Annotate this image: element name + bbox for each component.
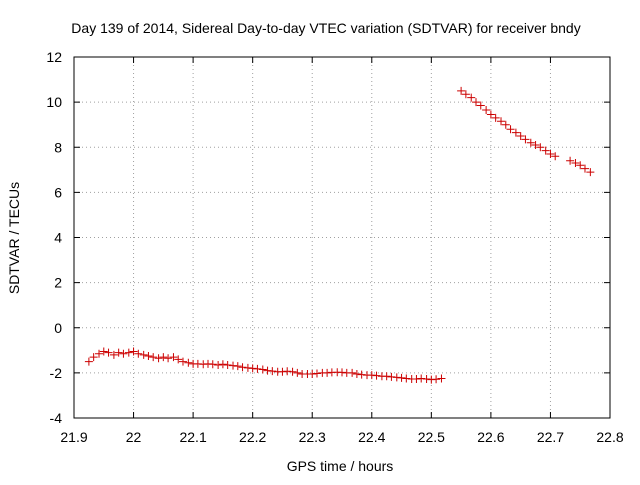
data-point <box>268 367 277 376</box>
data-point <box>149 353 158 362</box>
y-tick-label: -4 <box>50 410 63 426</box>
data-point <box>159 353 168 362</box>
axis-ticks: 21.9 22 22.1 22.2 22.3 22.4 22.5 22.6 22.7 22.8 -4… <box>46 49 623 445</box>
x-tick-label: 22.7 <box>537 429 564 445</box>
data-point <box>109 350 118 359</box>
data-point <box>169 353 178 362</box>
data-point <box>178 357 187 366</box>
y-tick-label: 6 <box>54 184 62 200</box>
data-point <box>486 110 495 119</box>
x-tick-label: 22.1 <box>179 429 206 445</box>
y-axis-label: SDTVAR / TECUs <box>6 182 22 294</box>
data-points <box>84 86 595 384</box>
data-point <box>114 348 123 357</box>
y-tick-label: 4 <box>54 230 62 246</box>
data-point <box>576 161 585 170</box>
y-tick-label: 2 <box>54 275 62 291</box>
data-point <box>119 349 128 358</box>
data-point <box>258 365 267 374</box>
data-point <box>89 353 98 362</box>
x-tick-label: 22.2 <box>239 429 266 445</box>
y-tick-label: -2 <box>50 365 63 381</box>
data-point <box>521 135 530 144</box>
data-point <box>457 86 466 95</box>
data-point <box>551 152 560 161</box>
x-tick-label: 22.5 <box>418 429 445 445</box>
data-point <box>253 364 262 373</box>
data-point <box>124 348 133 357</box>
data-point <box>580 164 589 173</box>
x-tick-label: 22 <box>126 429 142 445</box>
data-point <box>497 117 506 126</box>
data-point <box>546 150 555 159</box>
data-point <box>526 138 535 147</box>
data-point <box>238 363 247 372</box>
data-point <box>422 374 431 383</box>
x-tick-label: 21.9 <box>60 429 87 445</box>
data-point <box>288 367 297 376</box>
data-point <box>95 349 104 358</box>
data-point <box>372 371 381 380</box>
y-tick-label: 12 <box>46 49 62 65</box>
data-point <box>154 354 163 363</box>
x-tick-label: 22.3 <box>299 429 326 445</box>
data-point <box>312 369 321 378</box>
data-point <box>432 375 441 384</box>
data-point <box>84 357 93 366</box>
data-point <box>233 362 242 371</box>
data-point <box>382 372 391 381</box>
y-tick-label: 8 <box>54 139 62 155</box>
data-point <box>491 113 500 122</box>
data-point <box>472 98 480 107</box>
data-point <box>214 360 223 369</box>
data-point <box>139 350 148 359</box>
data-point <box>397 373 406 382</box>
data-point <box>541 146 550 155</box>
y-tick-label: 10 <box>46 94 62 110</box>
data-point <box>104 348 113 357</box>
x-tick-label: 22.8 <box>596 429 623 445</box>
data-point <box>352 370 361 379</box>
data-point <box>531 140 540 149</box>
data-point <box>223 360 232 369</box>
x-tick-label: 22.4 <box>358 429 385 445</box>
data-point <box>467 93 476 102</box>
grid-lines <box>74 57 610 418</box>
y-tick-label: 0 <box>54 320 62 336</box>
chart-title: Day 139 of 2014, Sidereal Day-to-day VTE… <box>71 20 580 36</box>
data-point <box>99 347 108 356</box>
data-point <box>501 120 510 129</box>
data-point <box>144 351 153 360</box>
data-point <box>461 90 470 99</box>
data-point <box>482 106 491 115</box>
x-axis-label: GPS time / hours <box>287 458 394 474</box>
x-tick-label: 22.6 <box>477 429 504 445</box>
data-point <box>437 374 446 383</box>
data-point <box>129 347 138 356</box>
data-point <box>516 131 525 140</box>
data-point <box>184 358 193 367</box>
data-point <box>566 156 575 165</box>
data-point <box>134 349 143 358</box>
data-point <box>586 168 595 177</box>
data-point <box>506 125 515 134</box>
data-point <box>293 368 302 377</box>
data-point <box>511 128 520 137</box>
data-point <box>348 368 357 377</box>
data-point <box>164 354 173 363</box>
data-point <box>536 143 545 152</box>
data-point <box>218 360 227 369</box>
data-point <box>476 101 485 110</box>
data-point <box>174 355 183 364</box>
data-point <box>571 159 580 168</box>
data-point <box>208 360 217 369</box>
